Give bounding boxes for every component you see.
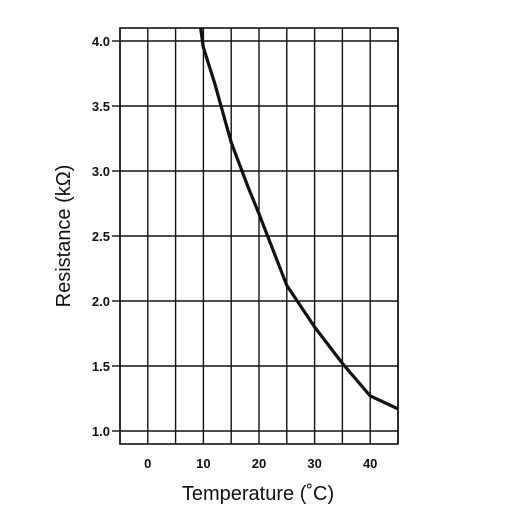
y-tick-labels: 1.0 1.5 2.0 2.5 3.0 3.5 4.0 (92, 34, 120, 439)
x-tick-label: 0 (144, 456, 151, 471)
y-tick-label: 4.0 (92, 34, 110, 49)
x-tick-labels: 0 10 20 30 40 (144, 456, 377, 471)
x-axis-title: Temperature (˚C) (182, 483, 334, 505)
series-layer (199, 28, 398, 411)
x-tick-label: 10 (196, 456, 210, 471)
x-tick-label: 30 (307, 456, 321, 471)
y-axis-title: Resistance (kΩ) (53, 165, 75, 308)
x-tick-label: 20 (252, 456, 266, 471)
x-tick-label: 40 (363, 456, 377, 471)
y-tick-label: 3.0 (92, 164, 110, 179)
series-line-0 (199, 28, 398, 411)
y-tick-label: 3.5 (92, 99, 110, 114)
y-tick-label: 1.0 (92, 424, 110, 439)
y-tick-label: 2.5 (92, 229, 110, 244)
y-tick-label: 1.5 (92, 359, 110, 374)
y-tick-label: 2.0 (92, 294, 110, 309)
